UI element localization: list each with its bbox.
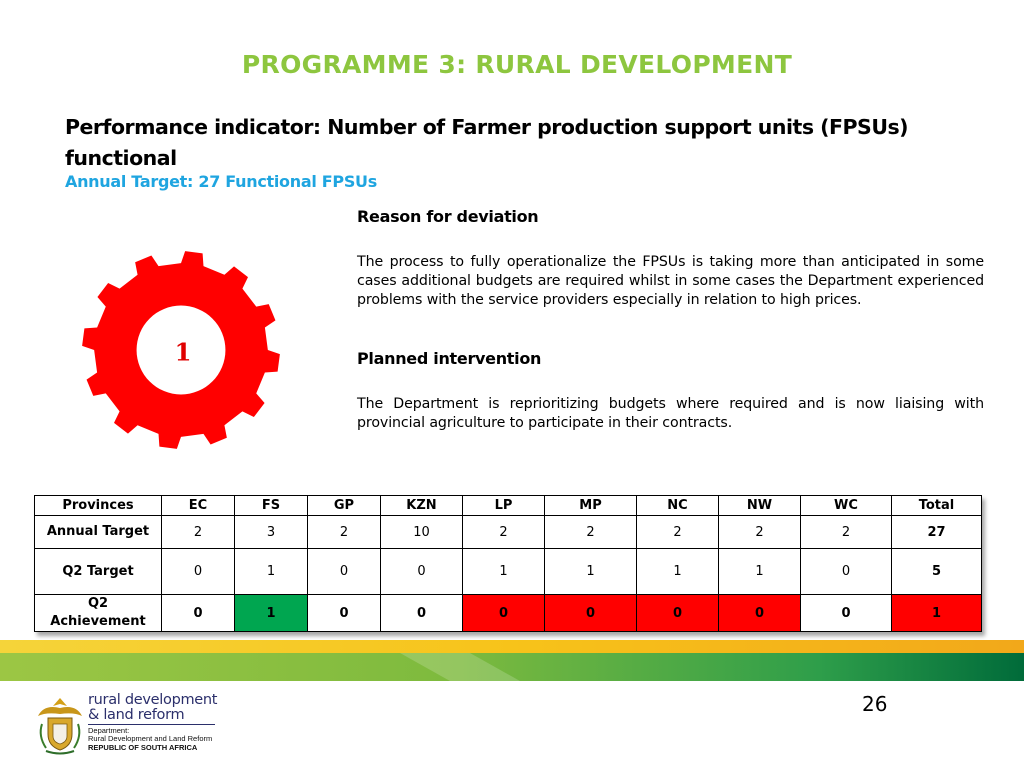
reason-text: The process to fully operationalize the … [357, 254, 984, 308]
provinces-table: Provinces EC FS GP KZN LP MP NC NW WC To… [34, 495, 982, 632]
row-label: Q2 Target [34, 548, 162, 595]
col-header: EC [161, 495, 235, 516]
row-label: Annual Target [34, 515, 162, 549]
table-cell: 2 [718, 515, 801, 549]
table-cell: 0 [380, 594, 463, 632]
annual-target: Annual Target: 27 Functional FPSUs [65, 172, 377, 191]
logo-dept2: Rural Development and Land Reform [88, 734, 213, 743]
gear-icon: 1 [82, 251, 280, 449]
table-cell: 0 [161, 548, 235, 595]
logo-divider [88, 724, 215, 725]
col-header: GP [307, 495, 381, 516]
table-cell: 2 [307, 515, 381, 549]
table-cell-not-achieved: 0 [718, 594, 801, 632]
table-cell-total: 27 [891, 515, 982, 549]
table-row-q2-achievement: Q2 Achievement 0 1 0 0 0 0 0 0 0 1 [34, 594, 982, 632]
col-header: MP [544, 495, 637, 516]
table-cell: 1 [544, 548, 637, 595]
table-cell: 1 [636, 548, 719, 595]
row-label-line1: Q2 [87, 596, 109, 611]
row-label: Q2 Achievement [34, 594, 162, 632]
table-cell-not-achieved: 0 [544, 594, 637, 632]
table-row-q2-target: Q2 Target 0 1 0 0 1 1 1 1 0 5 [34, 548, 982, 595]
table-cell: 1 [462, 548, 545, 595]
table-cell: 2 [544, 515, 637, 549]
footer-color-band [0, 640, 1024, 681]
slide-title: PROGRAMME 3: RURAL DEVELOPMENT [241, 50, 793, 79]
col-header: KZN [380, 495, 463, 516]
table-cell: 2 [636, 515, 719, 549]
table-cell-total-not-achieved: 1 [891, 594, 982, 632]
performance-indicator: Performance indicator: Number of Farmer … [65, 115, 909, 170]
table-cell: 2 [800, 515, 892, 549]
table-cell: 2 [462, 515, 545, 549]
table-cell-total: 5 [891, 548, 982, 595]
table-cell: 2 [161, 515, 235, 549]
table-cell-achieved: 1 [234, 594, 308, 632]
logo-wordmark: rural development & land reform [88, 692, 218, 723]
col-header: NW [718, 495, 801, 516]
page-number: 26 [862, 692, 888, 716]
table-row-annual-target: Annual Target 2 3 2 10 2 2 2 2 2 27 [34, 515, 982, 549]
reason-heading: Reason for deviation [357, 207, 539, 226]
col-header: WC [800, 495, 892, 516]
logo-dept1: Department: [88, 726, 130, 735]
logo-country: REPUBLIC OF SOUTH AFRICA [88, 743, 198, 752]
table-cell: 0 [800, 594, 892, 632]
col-header: NC [636, 495, 719, 516]
row-label-line2: Achievement [50, 614, 146, 629]
table-cell: 1 [718, 548, 801, 595]
col-header: Total [891, 495, 982, 516]
table-cell: 0 [800, 548, 892, 595]
table-cell-not-achieved: 0 [462, 594, 545, 632]
logo-line2: & land reform [88, 707, 185, 723]
table-cell: 10 [380, 515, 463, 549]
intervention-heading: Planned intervention [357, 349, 542, 368]
gear-value: 1 [175, 338, 192, 367]
logo-line1: rural development [88, 692, 218, 708]
table-cell: 1 [234, 548, 308, 595]
logo-department: Department: Rural Development and Land R… [88, 727, 212, 743]
table-header-row: Provinces EC FS GP KZN LP MP NC NW WC To… [34, 495, 982, 516]
col-header: FS [234, 495, 308, 516]
table-cell: 0 [307, 594, 381, 632]
coat-of-arms-logo [38, 698, 82, 755]
table-cell: 3 [234, 515, 308, 549]
col-header: Provinces [34, 495, 162, 516]
table-cell: 0 [380, 548, 463, 595]
table-cell: 0 [161, 594, 235, 632]
table-cell-not-achieved: 0 [636, 594, 719, 632]
col-header: LP [462, 495, 545, 516]
table-cell: 0 [307, 548, 381, 595]
intervention-text: The Department is reprioritizing budgets… [357, 396, 984, 431]
